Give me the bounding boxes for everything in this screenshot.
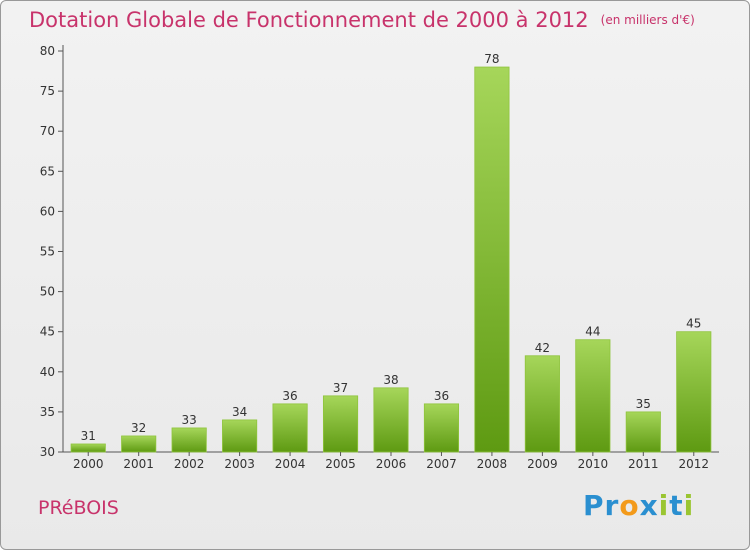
data-label: 45 [686, 317, 701, 331]
y-tick-label: 50 [40, 285, 55, 299]
unit-label: (en milliers d'€) [600, 13, 695, 27]
x-tick-label: 2009 [527, 457, 558, 471]
title-text: Dotation Globale de Fonctionnement de 20… [29, 8, 589, 32]
data-label: 31 [81, 429, 96, 443]
logo-letter: t [669, 489, 684, 522]
data-label: 32 [131, 421, 146, 435]
x-tick-label: 2000 [73, 457, 104, 471]
proxiti-logo: Proxiti [583, 489, 694, 522]
data-label: 44 [585, 325, 600, 339]
x-tick-label: 2001 [123, 457, 154, 471]
y-tick-label: 80 [40, 44, 55, 58]
bar [676, 331, 712, 453]
bar [121, 435, 157, 453]
y-tick-label: 65 [40, 164, 55, 178]
logo-letter: r [604, 489, 620, 522]
x-tick-label: 2006 [376, 457, 407, 471]
logo-letter: o [619, 489, 640, 522]
x-tick-label: 2002 [174, 457, 205, 471]
logo-letter: P [583, 489, 605, 522]
y-tick-label: 55 [40, 245, 55, 259]
y-tick-label: 60 [40, 204, 55, 218]
bar [272, 403, 308, 453]
chart-title: Dotation Globale de Fonctionnement de 20… [29, 8, 695, 32]
bar [423, 403, 460, 453]
bar [322, 395, 359, 453]
data-label: 38 [383, 373, 398, 387]
data-label: 36 [434, 389, 449, 403]
bar [474, 66, 510, 453]
data-label: 35 [636, 397, 651, 411]
data-label: 78 [484, 52, 499, 66]
bar [524, 355, 560, 453]
x-tick-label: 2003 [224, 457, 255, 471]
y-tick-label: 40 [40, 365, 55, 379]
x-tick-label: 2004 [275, 457, 306, 471]
bar [70, 443, 106, 453]
bar [625, 411, 661, 453]
bar [373, 387, 409, 453]
y-tick-label: 75 [40, 84, 55, 98]
logo-letter: i [683, 489, 695, 522]
bar [575, 339, 611, 453]
data-label: 34 [232, 405, 247, 419]
x-tick-label: 2008 [477, 457, 508, 471]
data-label: 36 [282, 389, 297, 403]
logo-letter: i [658, 489, 670, 522]
data-label: 37 [333, 381, 348, 395]
x-tick-label: 2011 [628, 457, 659, 471]
data-label: 33 [182, 413, 197, 427]
x-tick-label: 2010 [578, 457, 609, 471]
logo-letter: x [639, 489, 659, 522]
y-tick-label: 45 [40, 325, 55, 339]
bar [222, 419, 258, 453]
y-tick-label: 35 [40, 405, 55, 419]
y-tick-label: 70 [40, 124, 55, 138]
commune-name: PRéBOIS [38, 497, 119, 519]
y-tick-label: 30 [40, 445, 55, 459]
x-tick-label: 2005 [325, 457, 356, 471]
data-label: 42 [535, 341, 550, 355]
bar [171, 427, 207, 453]
x-tick-label: 2007 [426, 457, 457, 471]
x-tick-label: 2012 [678, 457, 709, 471]
